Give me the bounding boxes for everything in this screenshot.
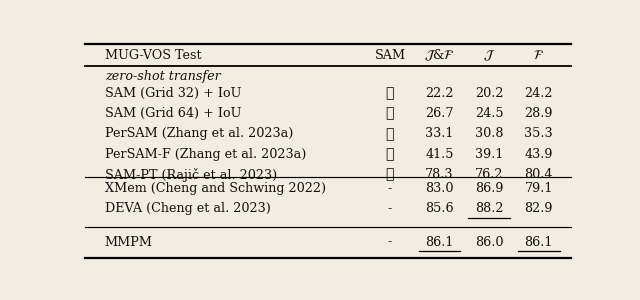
Text: MUG-VOS Test: MUG-VOS Test bbox=[105, 49, 202, 62]
Text: ✓: ✓ bbox=[386, 168, 394, 182]
Text: 33.1: 33.1 bbox=[426, 128, 454, 140]
Text: ✓: ✓ bbox=[386, 147, 394, 161]
Text: 24.5: 24.5 bbox=[475, 107, 504, 120]
Text: $\mathcal{J}$&$\mathcal{F}$: $\mathcal{J}$&$\mathcal{F}$ bbox=[424, 48, 455, 63]
Text: $\mathcal{F}$: $\mathcal{F}$ bbox=[533, 49, 544, 62]
Text: XMem (Cheng and Schwing 2022): XMem (Cheng and Schwing 2022) bbox=[105, 182, 326, 195]
Text: SAM (Grid 64) + IoU: SAM (Grid 64) + IoU bbox=[105, 107, 241, 120]
Text: MMPM: MMPM bbox=[105, 236, 153, 249]
Text: 85.6: 85.6 bbox=[426, 202, 454, 215]
Text: 86.1: 86.1 bbox=[525, 236, 553, 249]
Text: 83.0: 83.0 bbox=[426, 182, 454, 195]
Text: 43.9: 43.9 bbox=[525, 148, 553, 161]
Text: -: - bbox=[388, 182, 392, 195]
Text: 86.9: 86.9 bbox=[475, 182, 504, 195]
Text: 80.4: 80.4 bbox=[525, 168, 553, 181]
Text: ✓: ✓ bbox=[386, 127, 394, 141]
Text: $\mathcal{J}$: $\mathcal{J}$ bbox=[483, 49, 495, 63]
Text: 20.2: 20.2 bbox=[475, 87, 504, 100]
Text: 88.2: 88.2 bbox=[475, 202, 504, 215]
Text: DEVA (Cheng et al. 2023): DEVA (Cheng et al. 2023) bbox=[105, 202, 271, 215]
Text: 76.2: 76.2 bbox=[475, 168, 504, 181]
Text: -: - bbox=[388, 202, 392, 215]
Text: SAM: SAM bbox=[374, 49, 406, 62]
Text: -: - bbox=[388, 236, 392, 249]
Text: 86.0: 86.0 bbox=[475, 236, 504, 249]
Text: PerSAM (Zhang et al. 2023a): PerSAM (Zhang et al. 2023a) bbox=[105, 128, 293, 140]
Text: SAM (Grid 32) + IoU: SAM (Grid 32) + IoU bbox=[105, 87, 241, 100]
Text: 30.8: 30.8 bbox=[475, 128, 504, 140]
Text: zero-shot transfer: zero-shot transfer bbox=[105, 70, 221, 83]
Text: 39.1: 39.1 bbox=[475, 148, 504, 161]
Text: 79.1: 79.1 bbox=[525, 182, 553, 195]
Text: 28.9: 28.9 bbox=[525, 107, 553, 120]
Text: SAM-PT (Rajič et al. 2023): SAM-PT (Rajič et al. 2023) bbox=[105, 168, 277, 182]
Text: 41.5: 41.5 bbox=[426, 148, 454, 161]
Text: 82.9: 82.9 bbox=[525, 202, 553, 215]
Text: 26.7: 26.7 bbox=[426, 107, 454, 120]
Text: ✓: ✓ bbox=[386, 106, 394, 121]
Text: 86.1: 86.1 bbox=[426, 236, 454, 249]
Text: ✓: ✓ bbox=[386, 86, 394, 100]
Text: 35.3: 35.3 bbox=[525, 128, 553, 140]
Text: 24.2: 24.2 bbox=[525, 87, 553, 100]
Text: 78.3: 78.3 bbox=[426, 168, 454, 181]
Text: PerSAM-F (Zhang et al. 2023a): PerSAM-F (Zhang et al. 2023a) bbox=[105, 148, 306, 161]
Text: 22.2: 22.2 bbox=[426, 87, 454, 100]
